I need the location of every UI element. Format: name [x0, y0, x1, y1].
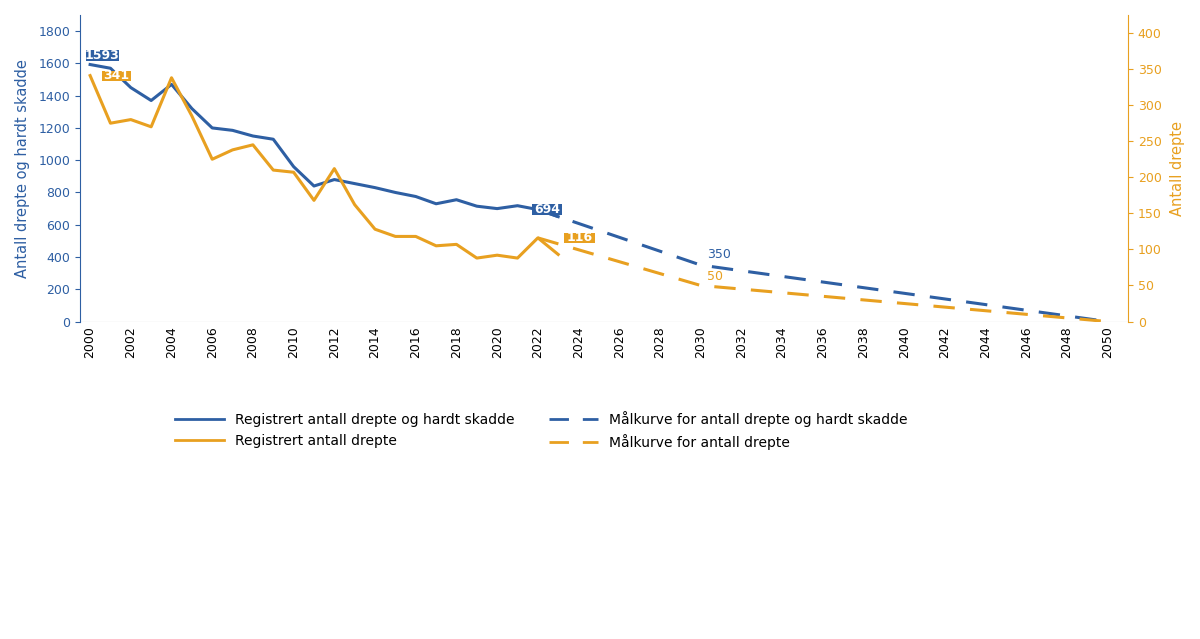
FancyBboxPatch shape [86, 50, 119, 61]
FancyBboxPatch shape [564, 233, 595, 243]
FancyBboxPatch shape [102, 71, 131, 81]
Legend: Registrert antall drepte og hardt skadde, Registrert antall drepte, Målkurve for: Registrert antall drepte og hardt skadde… [169, 406, 913, 456]
Text: 50: 50 [707, 270, 722, 283]
Text: 694: 694 [534, 203, 560, 216]
Y-axis label: Antall drepte: Antall drepte [1170, 121, 1186, 216]
Text: 341: 341 [103, 70, 130, 82]
Text: 350: 350 [707, 248, 731, 261]
Text: 116: 116 [566, 231, 593, 244]
Text: 1593: 1593 [85, 49, 120, 62]
FancyBboxPatch shape [532, 204, 563, 215]
Y-axis label: Antall drepte og hardt skadde: Antall drepte og hardt skadde [14, 59, 30, 278]
